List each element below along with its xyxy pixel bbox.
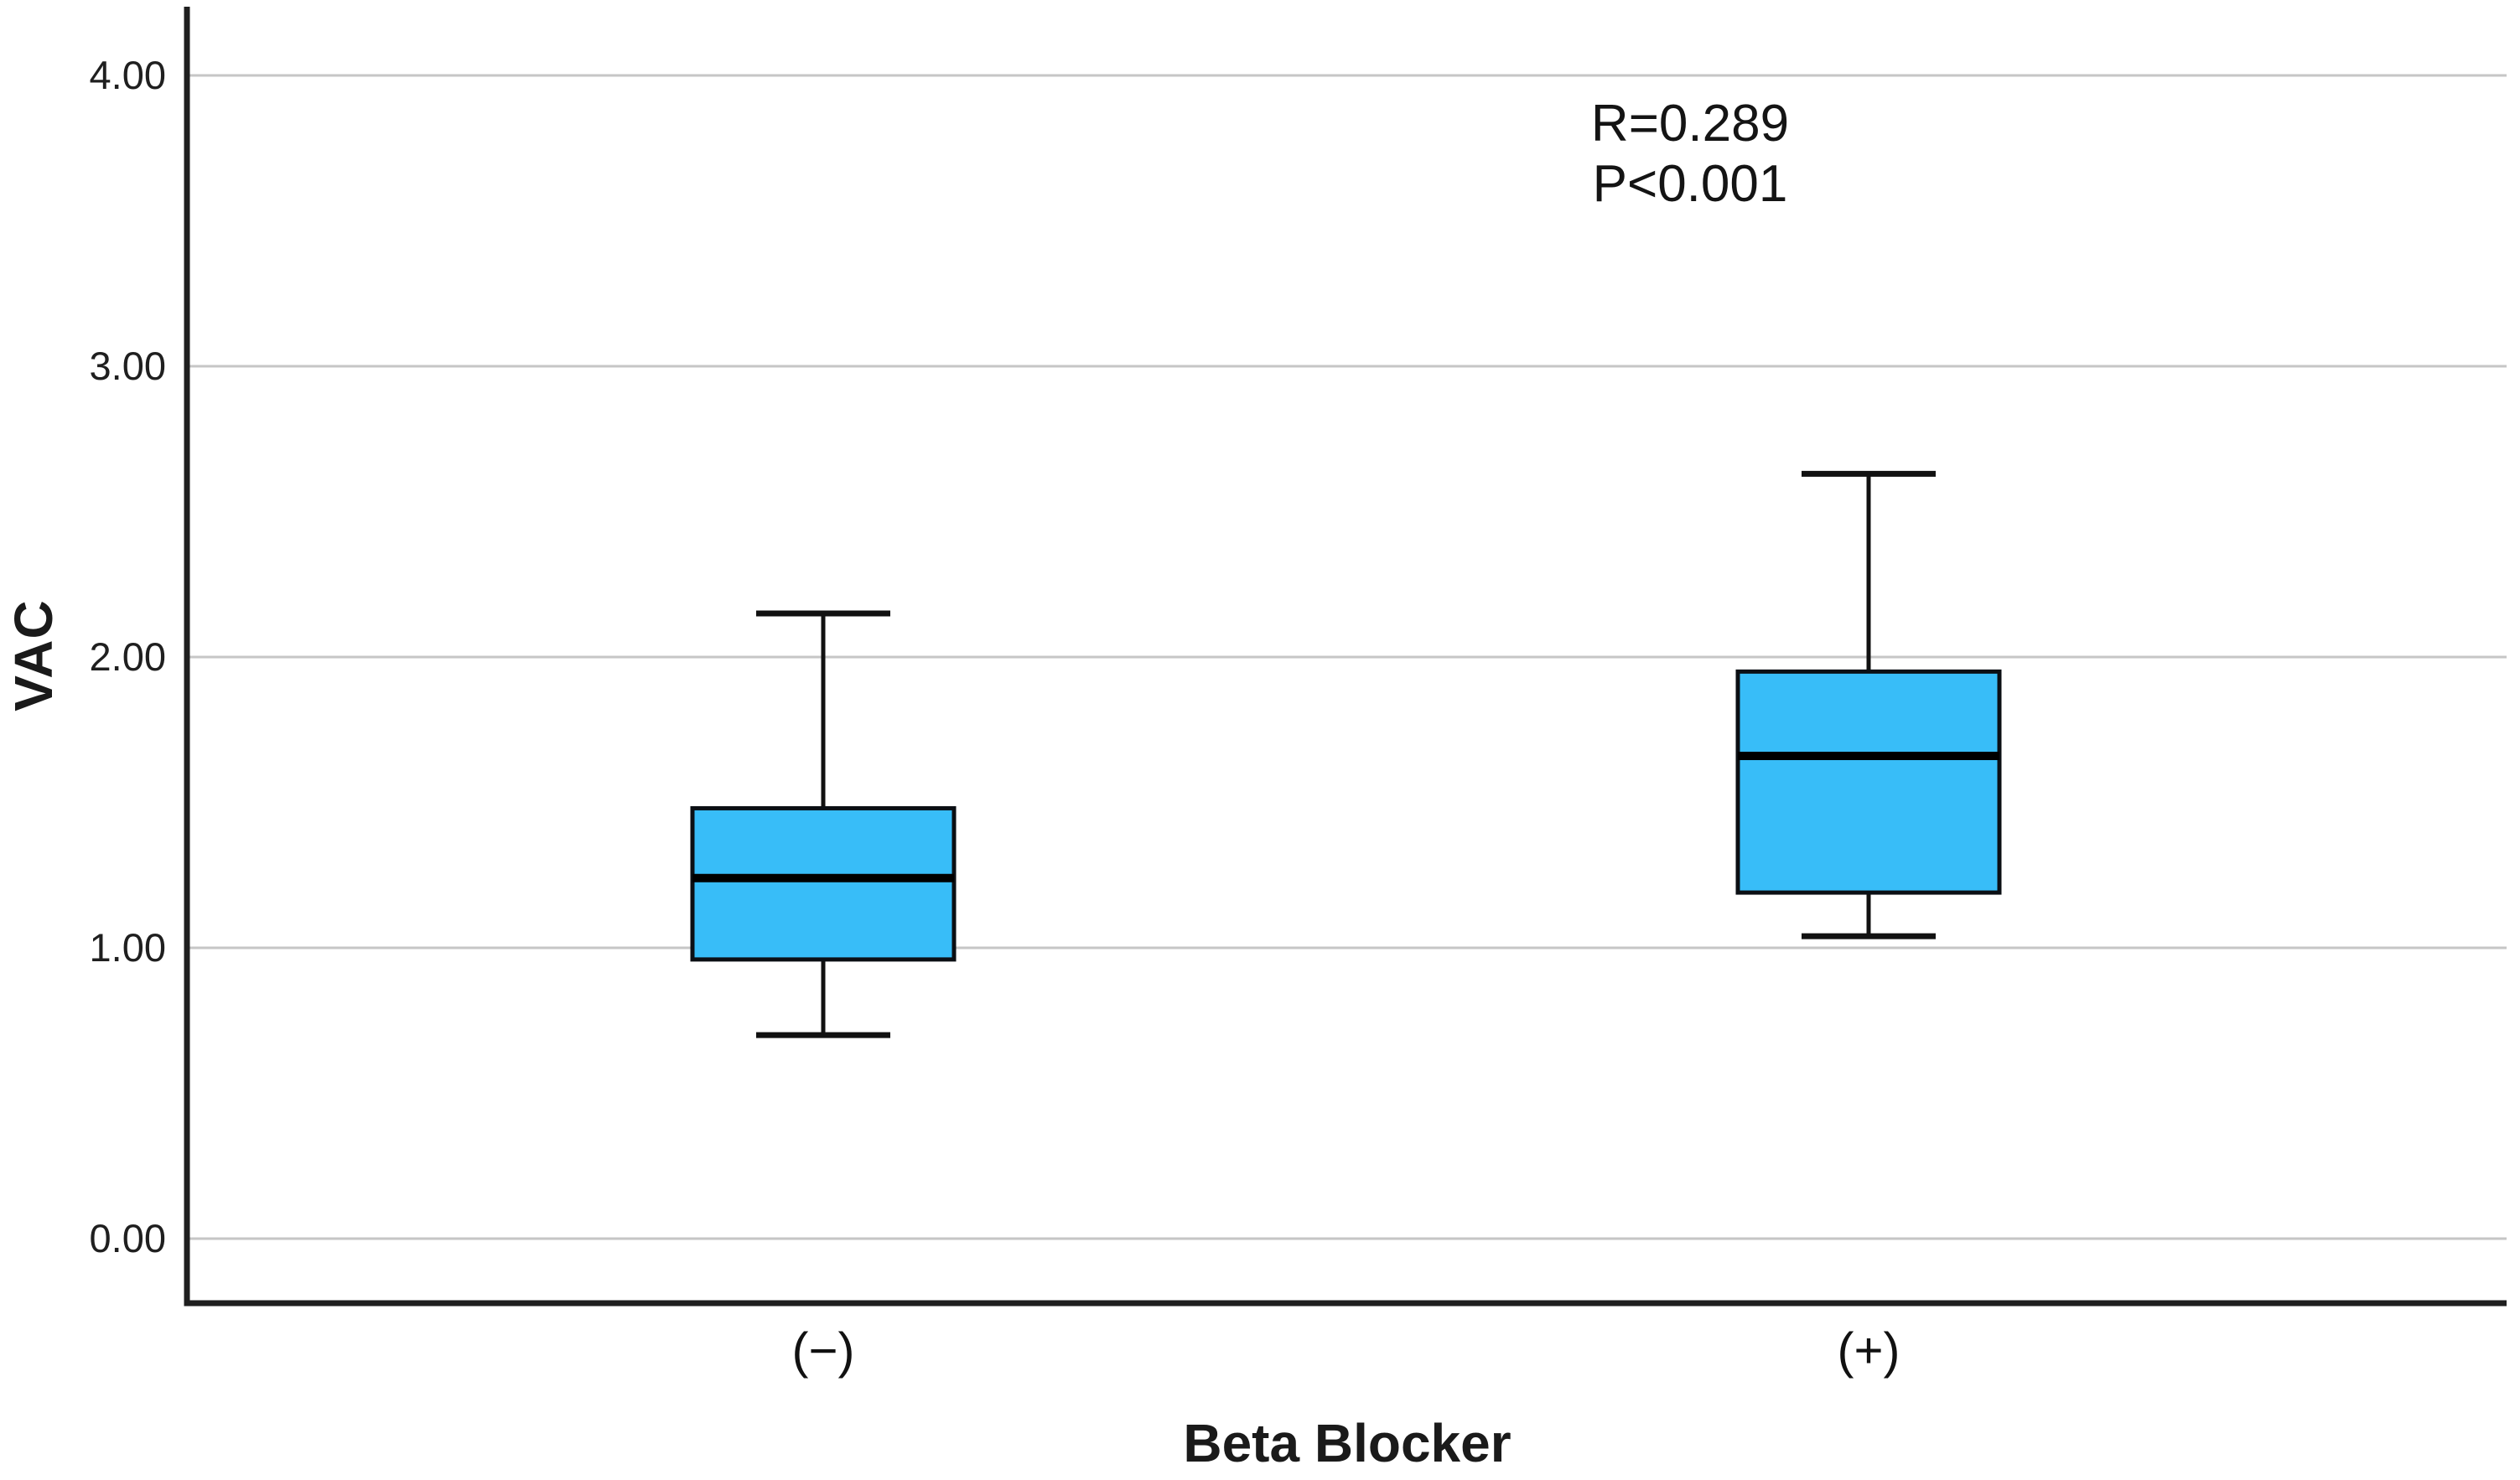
annotation-line-p: P<0.001 — [1592, 155, 1788, 213]
box-iqr — [1735, 669, 2002, 895]
y-tick-label: 0.00 — [89, 1216, 166, 1260]
stats-annotation: R=0.289 P<0.001 — [1591, 94, 1789, 215]
x-axis-title: Beta Blocker — [1183, 1413, 1511, 1473]
box-iqr — [690, 805, 957, 962]
y-axis-title: VAC — [3, 599, 64, 712]
y-tick-label: 4.00 — [89, 53, 166, 97]
x-category-label: (−) — [791, 1322, 855, 1379]
x-category-label: (+) — [1837, 1322, 1900, 1379]
y-tick-label: 3.00 — [89, 344, 166, 388]
y-tick-label: 1.00 — [89, 925, 166, 970]
annotation-line-r: R=0.289 — [1590, 95, 1790, 153]
y-tick-label: 2.00 — [89, 634, 166, 679]
